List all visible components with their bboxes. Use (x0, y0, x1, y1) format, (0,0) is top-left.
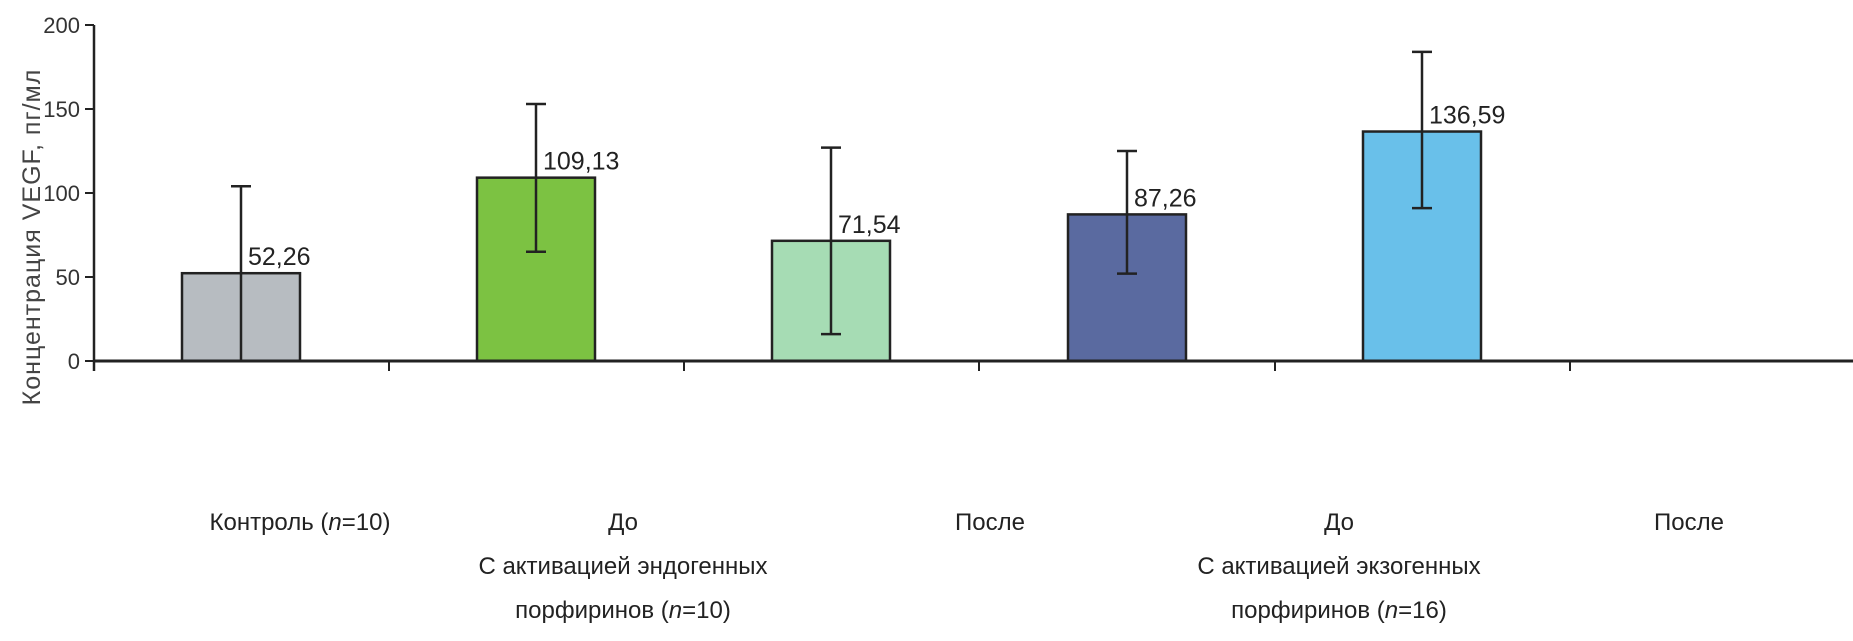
bars: 52,26 109,13 71,54 87,26 136,59 (180, 50, 1505, 363)
group-label-endo-line2: порфиринов (n=10) (515, 597, 731, 624)
y-tick-label: 50 (56, 265, 80, 290)
y-axis-title-text: Концентрация VEGF, пг/мл (18, 69, 46, 406)
x-axis (93, 359, 1853, 371)
group-label-exo-line1: С активацией экзогенных (1197, 553, 1480, 580)
data-label: 87,26 (1134, 184, 1197, 212)
y-axis: 0 50 100 150 200 (43, 13, 96, 374)
y-tick-label: 200 (43, 13, 80, 38)
y-tick-label: 100 (43, 181, 80, 206)
data-label: 109,13 (543, 148, 619, 176)
category-label-endo-after: После (955, 509, 1025, 536)
data-label: 52,26 (248, 243, 311, 271)
group-label-exo-line2: порфиринов (n=16) (1231, 597, 1447, 624)
category-labels: Контроль (n=10) До После С активацией эн… (210, 509, 1724, 624)
y-tick-label: 0 (68, 349, 80, 374)
data-label: 136,59 (1429, 102, 1505, 130)
category-label-endo-before: До (608, 509, 638, 536)
category-label-exo-before: До (1324, 509, 1354, 536)
category-label-exo-after: После (1654, 509, 1724, 536)
data-label: 71,54 (838, 211, 901, 239)
y-axis-title: Концентрация VEGF, пг/мл (18, 69, 46, 406)
group-label-endo-line1: С активацией эндогенных (478, 553, 767, 580)
category-label-control: Контроль (n=10) (210, 509, 391, 536)
y-tick-label: 150 (43, 97, 80, 122)
